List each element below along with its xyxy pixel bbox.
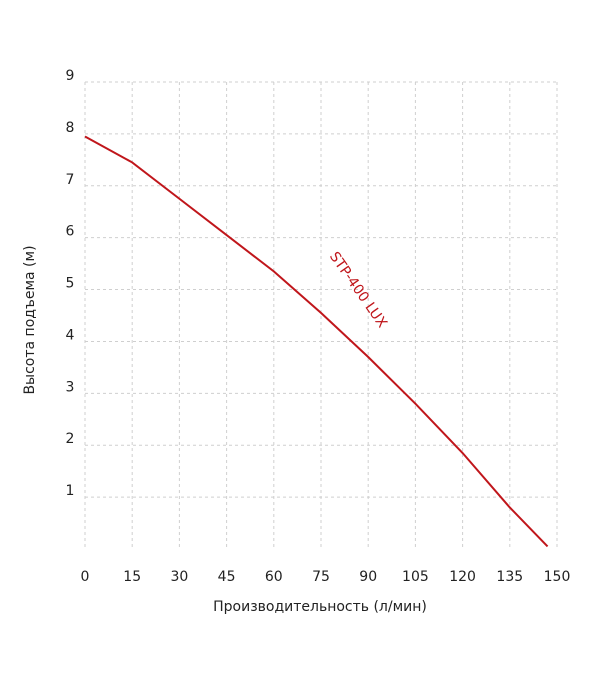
y-tick-label: 4 — [66, 327, 75, 343]
y-tick-label: 3 — [66, 379, 75, 395]
y-tick-label: 1 — [66, 483, 75, 499]
y-tick-label: 6 — [66, 224, 75, 240]
y-axis-label: Высота подъема (м) — [22, 245, 38, 394]
x-tick-label: 45 — [218, 569, 236, 585]
series-label: STP-400 LUX — [326, 249, 390, 331]
x-tick-label: 75 — [312, 569, 330, 585]
y-tick-label: 5 — [66, 276, 75, 292]
x-tick-label: 120 — [449, 569, 476, 585]
x-tick-label: 60 — [265, 569, 283, 585]
x-tick-label: 135 — [496, 569, 523, 585]
y-tick-label: 9 — [66, 68, 75, 84]
x-tick-label: 105 — [402, 569, 429, 585]
x-tick-label: 150 — [544, 569, 571, 585]
y-tick-label: 8 — [66, 120, 75, 136]
x-axis-label: Производительность (л/мин) — [213, 599, 427, 615]
x-tick-label: 30 — [170, 569, 188, 585]
y-tick-label: 7 — [66, 172, 75, 188]
line — [84, 135, 549, 548]
x-tick-label: 90 — [359, 569, 377, 585]
x-tick-label: 15 — [123, 569, 141, 585]
y-tick-label: 2 — [66, 431, 75, 447]
x-tick-label: 0 — [81, 569, 90, 585]
